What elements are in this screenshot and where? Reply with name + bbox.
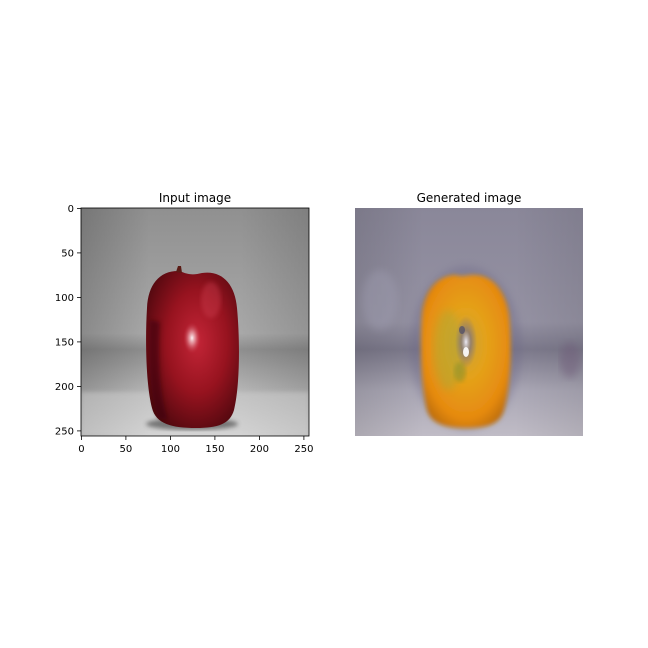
input-image — [81, 208, 309, 436]
generated-fruit — [421, 274, 511, 428]
apple — [146, 266, 239, 428]
x-tick-label: 200 — [250, 444, 269, 455]
input-image-title: Input image — [159, 191, 231, 205]
generated-image-title: Generated image — [417, 191, 522, 205]
generated-image — [355, 208, 583, 436]
x-axis: 0 50 100 150 200 250 — [78, 436, 313, 455]
y-tick-label: 150 — [55, 338, 74, 349]
y-tick-label: 50 — [61, 249, 74, 260]
y-axis: 0 50 100 150 200 250 — [55, 204, 81, 438]
y-tick-label: 250 — [55, 427, 74, 438]
y-tick-label: 0 — [68, 204, 74, 215]
y-tick-label: 100 — [55, 293, 74, 304]
x-tick-label: 100 — [161, 444, 180, 455]
x-tick-label: 150 — [205, 444, 224, 455]
x-tick-label: 50 — [120, 444, 133, 455]
input-image-frame — [80, 207, 310, 437]
input-image-panel: Input image 0 — [55, 191, 314, 455]
y-tick-label: 200 — [55, 382, 74, 393]
x-tick-label: 0 — [78, 444, 84, 455]
x-tick-label: 250 — [294, 444, 313, 455]
generated-image-panel: Generated image — [355, 191, 583, 436]
